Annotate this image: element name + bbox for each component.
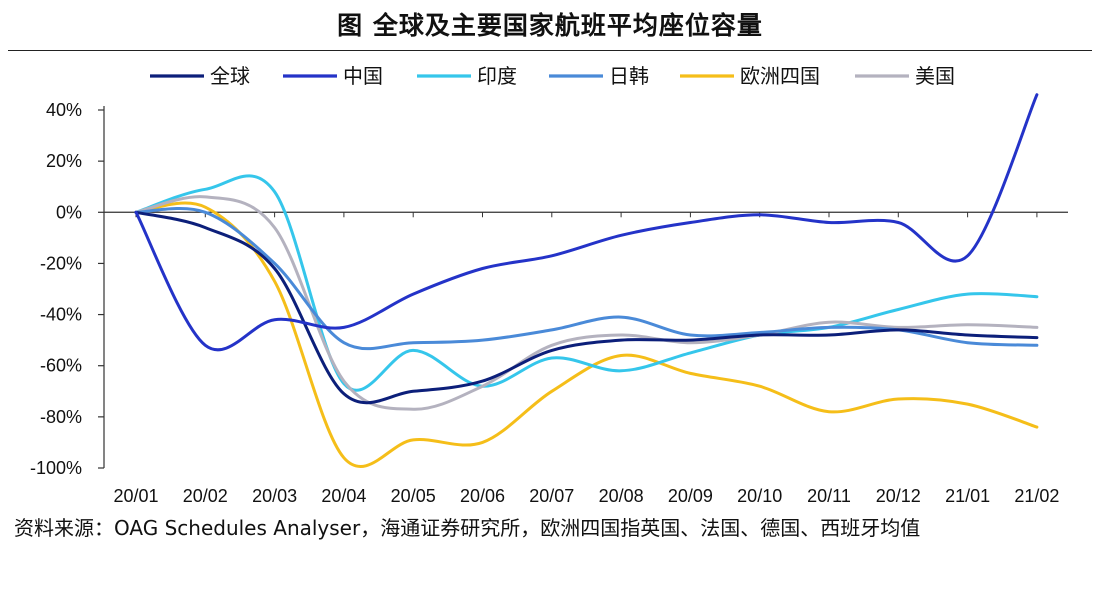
chart-title: 图 全球及主要国家航班平均座位容量: [337, 11, 763, 40]
y-tick-label: -80%: [40, 407, 82, 427]
y-tick-label: 40%: [46, 100, 82, 120]
series-line-1: [134, 93, 1039, 352]
x-tick-label: 20/06: [460, 486, 505, 506]
x-tick-label: 20/09: [668, 486, 713, 506]
legend-label: 美国: [915, 64, 955, 88]
legend-label: 中国: [343, 64, 383, 88]
source-note: 资料来源：OAG Schedules Analyser，海通证券研究所，欧洲四国…: [14, 516, 921, 540]
legend-label: 欧洲四国: [740, 64, 820, 88]
y-tick-label: 0%: [56, 202, 82, 222]
chart-axes: -100% -80% -60% -40% -20% 0% 20% 40% 20/01 20/02 2…: [30, 100, 1068, 506]
x-tick-label: 20/04: [321, 486, 366, 506]
x-tick-label: 20/07: [529, 486, 574, 506]
y-tick-label: -60%: [40, 356, 82, 376]
x-tick-label: 20/01: [113, 486, 158, 506]
x-tick-label: 20/12: [876, 486, 921, 506]
x-tick-label: 20/08: [599, 486, 644, 506]
x-tick-label: 21/02: [1014, 486, 1059, 506]
title-rule: [8, 50, 1092, 51]
y-tick-label: -40%: [40, 305, 82, 325]
chart-legend: 全球 中国 印度 日韩 欧洲四国 美国: [150, 64, 955, 88]
x-tick-label: 20/11: [807, 486, 851, 506]
x-tick-label: 20/10: [737, 486, 782, 506]
x-tick-label: 20/03: [252, 486, 297, 506]
x-tick-label: 21/01: [945, 486, 990, 506]
y-tick-label: 20%: [46, 151, 82, 171]
series-line-5: [134, 195, 1039, 411]
legend-label: 全球: [210, 64, 250, 88]
series-line-0: [134, 210, 1039, 405]
line-chart: 全球 中国 印度 日韩 欧洲四国 美国 -100% -80% -60% -40% -20% 0% 20…: [30, 64, 1068, 506]
y-tick-label: -20%: [40, 253, 82, 273]
series-line-2: [134, 174, 1039, 392]
x-tick-label: 20/05: [391, 486, 436, 506]
legend-label: 印度: [477, 64, 517, 88]
y-tick-label: -100%: [30, 458, 82, 478]
chart-series: [134, 93, 1039, 468]
series-line-4: [134, 201, 1039, 468]
x-tick-label: 20/02: [183, 486, 228, 506]
legend-label: 日韩: [609, 64, 649, 88]
